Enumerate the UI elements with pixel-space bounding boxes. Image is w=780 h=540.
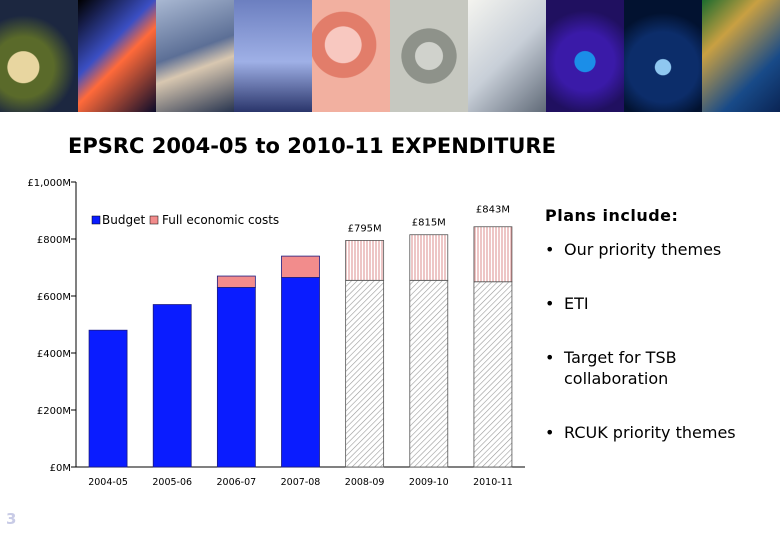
- plans-item-text: Target for TSB collaboration: [564, 348, 677, 388]
- bar-budget: [409, 279, 449, 468]
- slide-title: EPSRC 2004-05 to 2010-11 EXPENDITURE: [68, 134, 556, 158]
- plans-item: • RCUK priority themes: [545, 422, 736, 443]
- bar-fec: [345, 240, 385, 281]
- y-tick-label: £400M: [37, 349, 71, 360]
- bar-fec: [473, 226, 513, 283]
- legend-label-budget: Budget: [102, 213, 145, 227]
- y-tick-label: £800M: [37, 235, 71, 246]
- y-tick-label: £1,000M: [27, 178, 71, 189]
- banner-photo: [468, 0, 546, 112]
- y-tick-label: £200M: [37, 406, 71, 417]
- y-tick-label: £0M: [50, 463, 71, 474]
- plans-item-text: RCUK priority themes: [564, 423, 736, 442]
- banner-photo: [546, 0, 624, 112]
- banner-photo: [624, 0, 702, 112]
- plans-item: • Target for TSB collaboration: [545, 347, 775, 389]
- plans-panel: Plans include: • Our priority themes • E…: [545, 205, 775, 442]
- bar-total-label: £795M: [348, 223, 382, 234]
- bar-budget: [473, 281, 513, 468]
- legend-swatch-fec: [149, 215, 159, 225]
- bar-budget: [88, 329, 128, 468]
- bar-budget: [216, 287, 256, 468]
- y-tick-label: £600M: [37, 292, 71, 303]
- bar-budget: [281, 277, 320, 468]
- bar-fec: [216, 275, 256, 288]
- x-tick-label: 2008-09: [345, 477, 385, 488]
- header-banner: [0, 0, 780, 112]
- x-tick-label: 2005-06: [152, 477, 192, 488]
- plans-item-text: ETI: [564, 294, 589, 313]
- legend-swatch-budget: [91, 215, 101, 225]
- page-number: 3: [6, 510, 17, 528]
- plans-item-text: Our priority themes: [564, 240, 722, 259]
- banner-photo: [156, 0, 234, 112]
- x-tick-label: 2009-10: [409, 477, 449, 488]
- plans-heading: Plans include:: [545, 206, 679, 225]
- x-tick-label: 2007-08: [281, 477, 321, 488]
- bullet-icon: •: [545, 423, 555, 442]
- plans-item: • ETI: [545, 293, 589, 314]
- bar-fec: [281, 255, 320, 278]
- x-tick-label: 2010-11: [473, 477, 513, 488]
- banner-photo: [234, 0, 312, 112]
- expenditure-chart: £0M £200M £400M £600M £800M £1,000M 2004-05 200…: [27, 178, 525, 488]
- plans-item: • Our priority themes: [545, 239, 721, 260]
- bar-fec: [409, 234, 449, 281]
- banner-photo: [312, 0, 390, 112]
- bullet-icon: •: [545, 240, 555, 259]
- bar-budget: [152, 304, 192, 468]
- bullet-icon: •: [545, 294, 555, 313]
- banner-photo: [702, 0, 780, 112]
- bar-total-label: £843M: [476, 205, 510, 216]
- x-tick-label: 2006-07: [217, 477, 257, 488]
- legend-label-fec: Full economic costs: [162, 213, 279, 227]
- x-tick-label: 2004-05: [88, 477, 128, 488]
- bar-total-label: £815M: [412, 218, 446, 229]
- banner-photo: [0, 0, 78, 112]
- bullet-icon: •: [545, 348, 555, 367]
- bar-budget: [345, 279, 385, 468]
- banner-photo: [78, 0, 156, 112]
- banner-photo: [390, 0, 468, 112]
